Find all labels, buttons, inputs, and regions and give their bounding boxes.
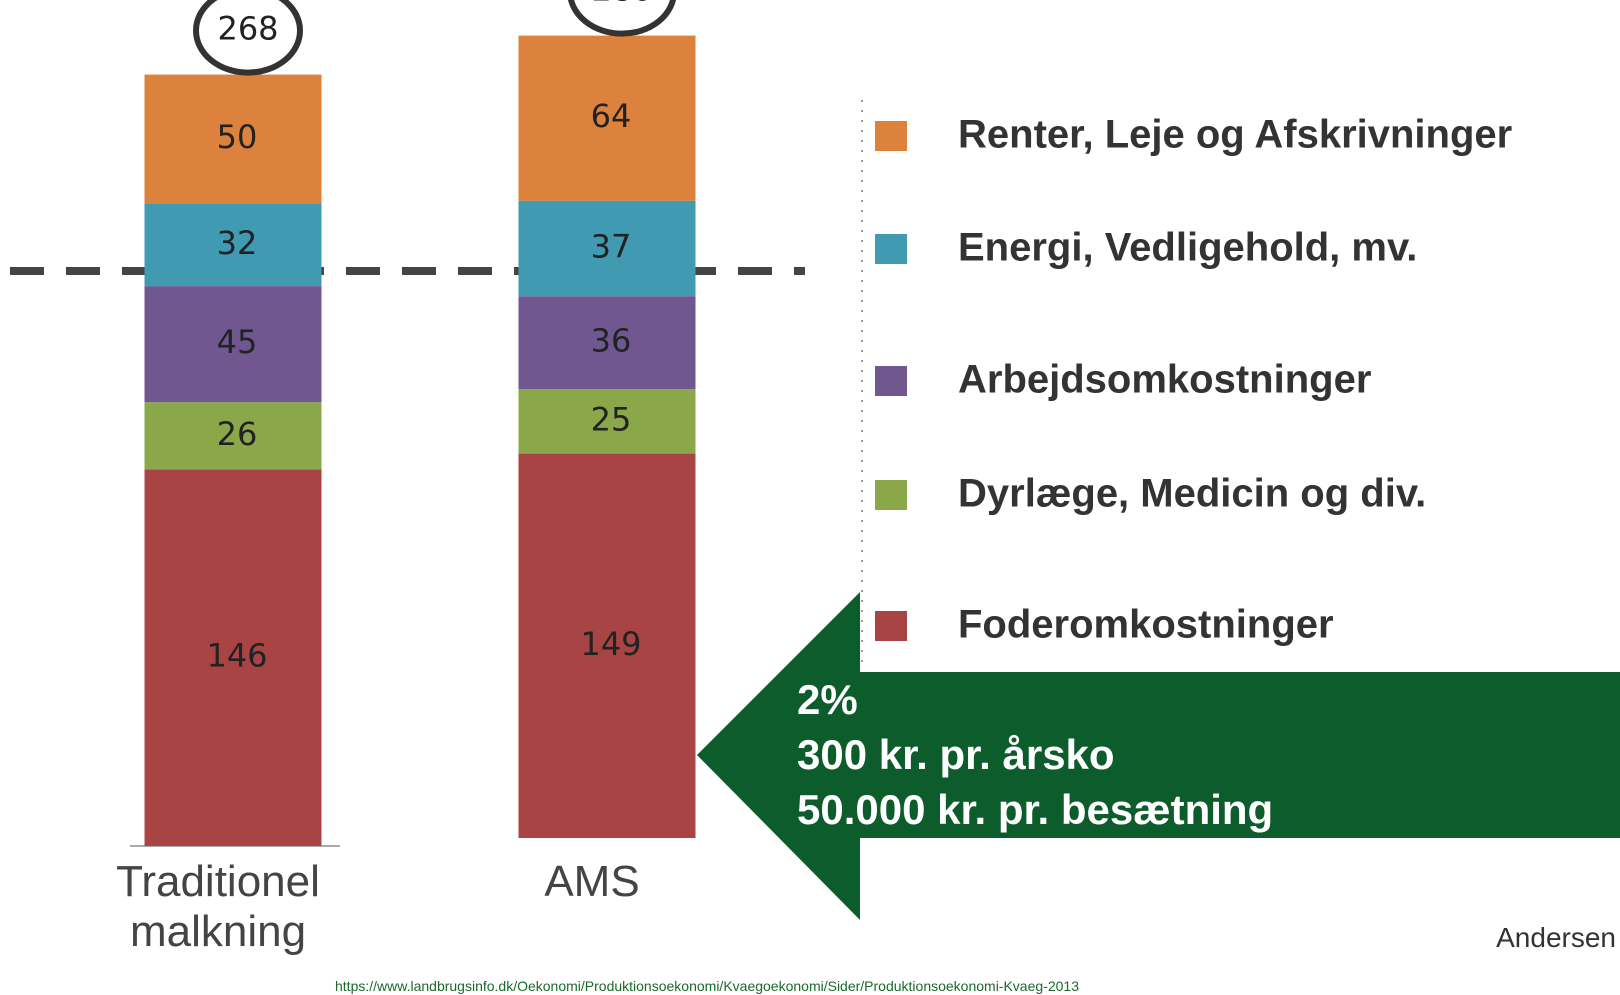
bar-segment xyxy=(144,286,322,403)
bar-segment xyxy=(144,74,322,204)
segment-label: 149 xyxy=(580,625,641,663)
annotation-line: 50.000 kr. pr. besætning xyxy=(797,786,1273,833)
x-tick-label: Traditionel malkning xyxy=(116,857,320,956)
source: Andersen xyxy=(1496,922,1616,953)
bar-segment xyxy=(518,296,696,390)
bar-segment xyxy=(144,402,322,470)
legend-swatch xyxy=(875,234,907,264)
legend-label: Arbejdsomkostninger xyxy=(958,358,1371,402)
bar-segment xyxy=(144,469,322,846)
annotation-line: 2% xyxy=(797,676,858,723)
legend-swatch xyxy=(875,480,907,510)
total-label: 280 xyxy=(591,0,652,9)
bar-segment xyxy=(144,203,322,287)
x-tick-label: AMS xyxy=(544,857,640,906)
annotation-line: 300 kr. pr. årsko xyxy=(797,731,1115,778)
segment-label: 32 xyxy=(217,224,258,262)
legend-label: Dyrlæge, Medicin og div. xyxy=(958,472,1426,516)
bar-segment xyxy=(518,200,696,297)
segment-label: 37 xyxy=(591,227,632,265)
bar-segment xyxy=(518,35,696,201)
segment-label: 25 xyxy=(591,400,632,438)
legend-swatch xyxy=(875,611,907,641)
legend-label: Foderomkostninger xyxy=(958,603,1334,647)
legend-swatch xyxy=(875,121,907,151)
segment-label: 26 xyxy=(217,415,258,453)
bar-segment xyxy=(518,389,696,454)
segment-label: 146 xyxy=(206,637,267,675)
segment-label: 45 xyxy=(217,323,258,361)
total-circle xyxy=(567,0,677,37)
legend-label: Renter, Leje og Afskrivninger xyxy=(958,113,1512,157)
legend-label: Energi, Vedligehold, mv. xyxy=(958,226,1417,270)
legend-swatch xyxy=(875,366,907,396)
total-label: 268 xyxy=(217,10,278,48)
segment-label: 64 xyxy=(591,97,632,135)
total-circle xyxy=(193,0,303,76)
bar-segment xyxy=(518,453,696,838)
url: https://www.landbrugsinfo.dk/Oekonomi/Pr… xyxy=(335,978,1079,994)
arrow xyxy=(697,592,1620,920)
segment-label: 36 xyxy=(591,322,632,360)
segment-label: 50 xyxy=(217,118,258,156)
